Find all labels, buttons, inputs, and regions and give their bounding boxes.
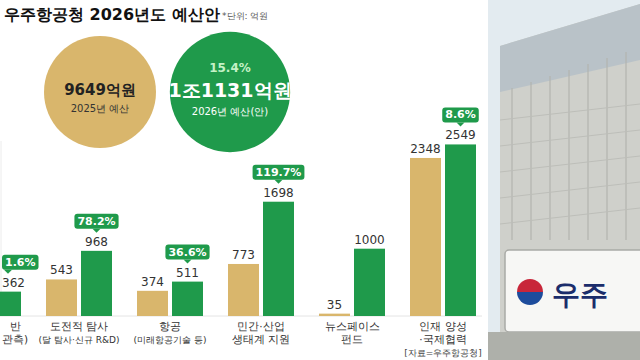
title: 우주항공청 2026년도 예산안 — [4, 5, 220, 24]
building-line — [568, 70, 569, 240]
bar — [263, 202, 294, 316]
category-label: 반관측) — [2, 320, 28, 345]
category-label: 도전적 탐사 (달 탐사·신규 R&D) — [39, 320, 120, 345]
legend-label: 2025년 예산 — [71, 103, 130, 114]
data-label: 2348 — [410, 142, 441, 156]
labels: 543 374 773 35 2348 362 1.6% 968 78.2% 511 36.6% 16… — [2, 107, 479, 311]
bars — [0, 144, 476, 316]
growth-label: 36.6% — [168, 246, 206, 259]
category-label-line: 뉴스페이스 — [325, 320, 380, 332]
growth-callout: 36.6% — [165, 245, 209, 264]
building-line — [500, 182, 640, 198]
growth-callout: 78.2% — [74, 214, 118, 233]
growth-box — [165, 245, 209, 260]
category-label: 항공 (미래항공기술 등) — [134, 320, 207, 345]
bar — [137, 291, 168, 316]
data-label: 511 — [176, 266, 199, 280]
growth-label: 119.7% — [256, 166, 302, 179]
emblem-top — [517, 279, 543, 292]
bar — [228, 264, 259, 316]
legend-label: 2026년 예산(안) — [192, 106, 269, 117]
bar — [319, 314, 350, 316]
growth-label: 78.2% — [77, 215, 115, 228]
building-line — [530, 82, 531, 240]
data-label: 374 — [141, 275, 164, 289]
growth-pointer — [275, 180, 283, 184]
category-label-line: 생태계 지원 — [232, 333, 290, 345]
data-label: 1000 — [354, 233, 385, 247]
category-label-line: 민간·산업 — [237, 320, 284, 332]
growth-box — [442, 107, 479, 122]
growth-box — [2, 255, 39, 270]
growth-label: 8.6% — [445, 108, 476, 121]
total-label: 9649억원 — [64, 81, 136, 99]
total-growth: 15.4% — [209, 61, 251, 75]
growth-box — [74, 214, 118, 229]
data-label: 968 — [85, 235, 108, 249]
data-label: 2549 — [445, 128, 476, 142]
growth-pointer — [93, 229, 101, 233]
category-label-line: 관측) — [2, 333, 28, 345]
building-photo: 우주 — [488, 0, 640, 360]
data-label: 1698 — [263, 186, 294, 200]
category-label: 인재 양성·국제협력 — [419, 320, 466, 345]
data-label: 362 — [2, 276, 25, 290]
growth-pointer — [4, 270, 12, 274]
category-label-line: (달 탐사·신규 R&D) — [39, 335, 120, 345]
chart: 우주 우주항공청 2026년도 예산안*단위: 억원 9649억원 2025년 예산 1… — [0, 0, 640, 360]
category-label-line: 반 — [10, 320, 21, 332]
bar — [445, 144, 476, 316]
sign-text: 우주 — [552, 278, 608, 311]
building-line — [549, 76, 550, 240]
total-label: 1조1131억원 — [168, 79, 291, 101]
bar — [46, 279, 77, 316]
growth-callout: 119.7% — [253, 165, 305, 184]
data-label: 773 — [232, 248, 255, 262]
building-line — [500, 156, 640, 172]
y-axis-line — [1, 141, 2, 316]
growth-pointer — [457, 122, 465, 126]
building-line — [500, 208, 640, 224]
building-line — [500, 104, 640, 120]
emblem-bottom — [517, 292, 543, 305]
growth-label: 1.6% — [5, 256, 36, 269]
building-line — [606, 58, 607, 240]
category-label-line: 도전적 탐사 — [50, 320, 108, 332]
category-label: 뉴스페이스펀드 — [325, 320, 380, 345]
bar — [81, 251, 112, 316]
bar — [354, 249, 385, 316]
building-glass — [500, 4, 640, 92]
category-label: 민간·산업생태계 지원 — [232, 320, 290, 345]
sign-panel — [505, 250, 640, 332]
category-label-line: 항공 — [159, 320, 181, 332]
building-line — [500, 130, 640, 146]
building-line — [511, 88, 512, 240]
category-label-line: (미래항공기술 등) — [134, 335, 207, 345]
source: [자료=우주항공청] — [404, 348, 482, 358]
bar — [0, 292, 21, 316]
growth-callout: 8.6% — [442, 107, 479, 126]
building-line — [625, 52, 626, 240]
bar — [172, 282, 203, 316]
unit-note: *단위: 억원 — [222, 11, 268, 21]
growth-box — [253, 165, 305, 180]
growth-pointer — [184, 260, 192, 264]
category-label-line: ·국제협력 — [419, 333, 466, 345]
building-base — [488, 332, 640, 360]
growth-callout: 1.6% — [2, 255, 39, 274]
data-label: 35 — [327, 298, 342, 312]
total-circle — [44, 36, 156, 148]
category-label-line: 펀드 — [341, 333, 363, 345]
category-label-line: 인재 양성 — [419, 320, 466, 332]
data-label: 543 — [50, 263, 73, 277]
bar — [410, 158, 441, 316]
